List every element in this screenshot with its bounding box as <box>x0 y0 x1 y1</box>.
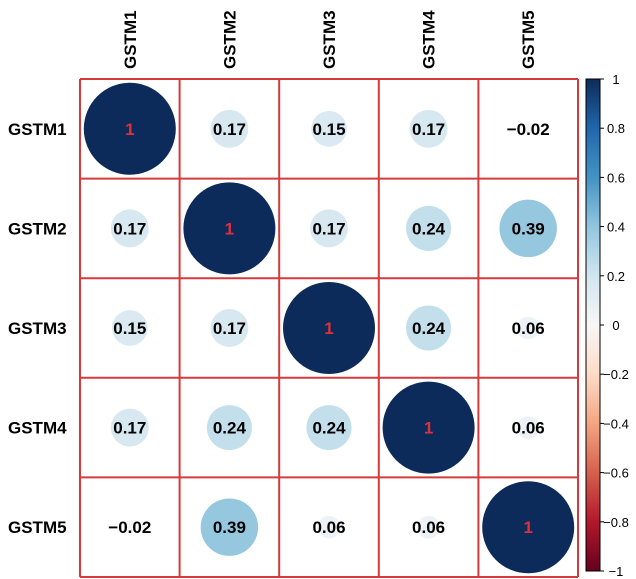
row-label: GSTM2 <box>8 219 67 238</box>
cell-value: 0.17 <box>312 219 345 238</box>
cell-value: −0.02 <box>108 518 151 537</box>
corr-circle <box>123 520 137 534</box>
corr-circle <box>482 481 575 574</box>
column-label: GSTM4 <box>420 10 439 69</box>
grid-layer <box>79 78 579 578</box>
corr-circle <box>409 109 448 148</box>
corr-circle <box>206 405 252 451</box>
corr-circle <box>516 416 540 439</box>
corr-circle <box>382 381 475 474</box>
colorbar-tick-label: 0.2 <box>607 269 625 284</box>
cell-value: 0.06 <box>512 419 545 438</box>
cell-value: 0.24 <box>412 319 446 338</box>
colorbar-tick-label: −0.6 <box>603 466 629 481</box>
corr-circle <box>311 110 347 147</box>
cell-value: 0.39 <box>213 518 246 537</box>
corr-circle <box>83 82 176 175</box>
cell-value: 1 <box>125 120 134 139</box>
corr-circle <box>110 408 149 447</box>
column-label: GSTM2 <box>220 10 239 69</box>
row-label: GSTM5 <box>8 518 67 537</box>
corr-circle <box>317 515 341 539</box>
corr-circle <box>110 209 149 248</box>
column-label: GSTM3 <box>320 10 339 69</box>
corr-circle <box>210 109 249 148</box>
column-label-layer: GSTM1 GSTM2 GSTM3 GSTM4 GSTM5 <box>121 10 538 69</box>
cell-value: 0.17 <box>113 419 146 438</box>
colorbar-tick-label: −0.2 <box>603 367 629 382</box>
column-label: GSTM1 <box>121 10 140 69</box>
cell-value: 0.24 <box>312 419 346 438</box>
colorbar-tick-label: 0.4 <box>607 220 625 235</box>
row-label: GSTM1 <box>8 120 67 139</box>
corr-circle <box>406 205 452 251</box>
colorbar-tick-label: −1 <box>609 564 624 579</box>
cell-value: 0.24 <box>412 219 446 238</box>
cell-value: 1 <box>424 419 433 438</box>
corr-circle <box>406 305 452 351</box>
cell-value: 0.24 <box>213 419 247 438</box>
corr-circle <box>499 199 557 258</box>
corr-circle <box>210 309 249 347</box>
corr-circle <box>283 282 375 374</box>
corr-circle <box>200 498 259 556</box>
row-label: GSTM4 <box>8 419 67 438</box>
corr-circle <box>111 310 148 346</box>
cell-value: 0.39 <box>512 219 545 238</box>
colorbar-tick-label: −0.8 <box>603 515 629 530</box>
colorbar-tick-label: 0 <box>612 318 619 333</box>
cell-value: −0.02 <box>507 120 550 139</box>
cell-value: 1 <box>523 518 532 537</box>
row-label-layer: GSTM1 GSTM2 GSTM3 GSTM4 GSTM5 <box>8 120 67 537</box>
corr-circle <box>516 316 540 340</box>
value-label-layer: 1 0.17 0.15 0.17 −0.02 0.17 1 0.17 0.24 0.39 0.15 0… <box>108 120 549 537</box>
colorbar-tick-label: 0.8 <box>607 121 625 136</box>
corr-circle <box>306 405 352 451</box>
cell-value: 1 <box>324 319 333 338</box>
colorbar: 1 0.8 0.6 0.4 0.2 0 −0.2 −0.4 −0.6 −0.8 −1 <box>585 72 629 579</box>
colorbar-strip <box>585 78 601 572</box>
cell-value: 0.15 <box>113 319 146 338</box>
column-label: GSTM5 <box>519 10 538 69</box>
colorbar-tick-label: −0.4 <box>603 416 629 431</box>
cell-value: 0.17 <box>213 120 246 139</box>
cell-value: 0.17 <box>113 219 146 238</box>
cell-value: 0.06 <box>312 518 345 537</box>
colorbar-tick-label: 0.6 <box>607 170 625 185</box>
corr-circle <box>521 122 535 136</box>
cell-value: 0.06 <box>512 319 545 338</box>
corr-circle <box>183 182 276 275</box>
row-label: GSTM3 <box>8 319 67 338</box>
cell-value: 1 <box>225 219 234 238</box>
corr-circle <box>417 515 440 539</box>
circle-layer <box>83 82 575 574</box>
cell-value: 0.17 <box>213 319 246 338</box>
cell-value: 0.15 <box>312 120 345 139</box>
cell-value: 0.17 <box>412 120 445 139</box>
corr-circle <box>310 209 348 248</box>
cell-value: 0.06 <box>412 518 445 537</box>
colorbar-tick-label: 1 <box>612 72 619 87</box>
